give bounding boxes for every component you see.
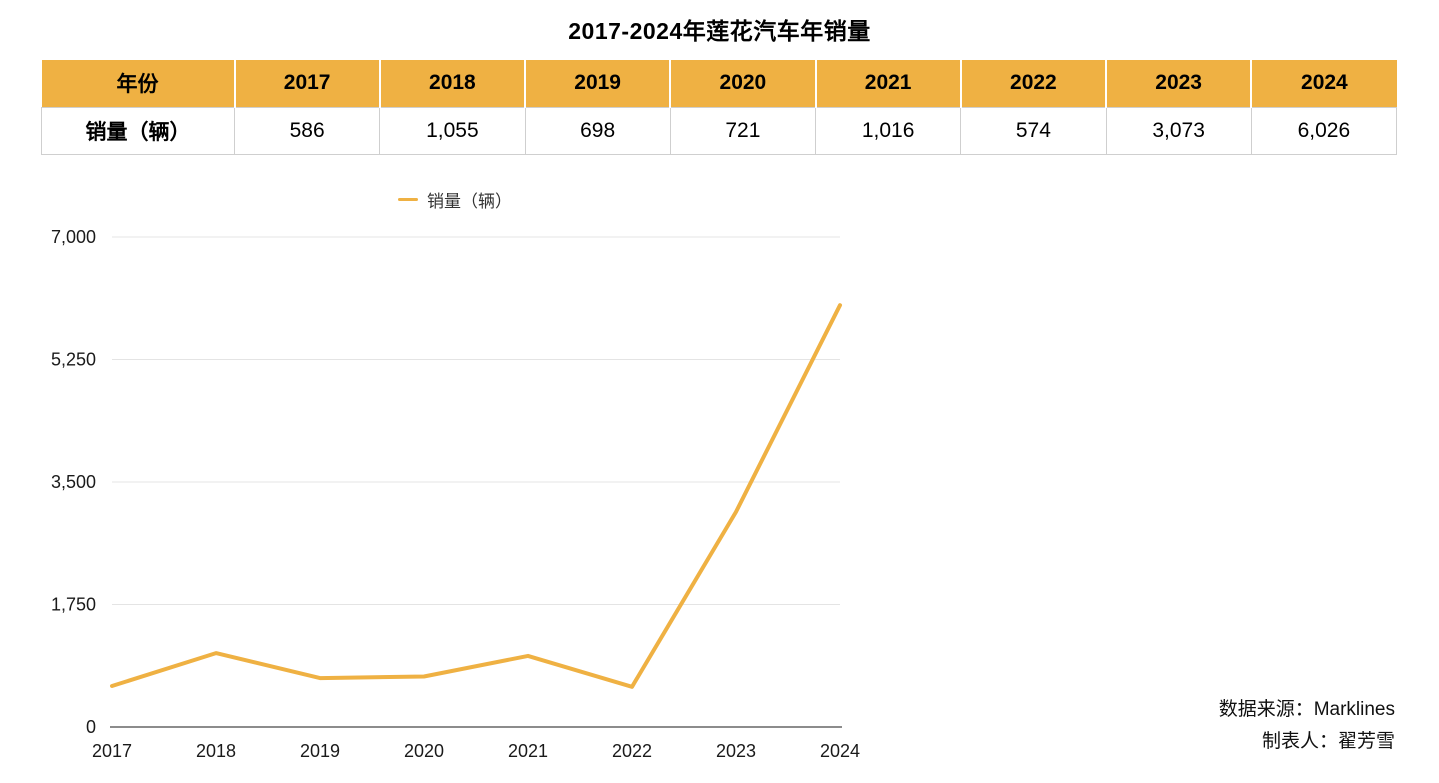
footer-credits: 数据来源：Marklines 制表人：翟芳雪 xyxy=(1219,694,1395,758)
x-tick-label: 2021 xyxy=(508,741,548,761)
x-tick-label: 2020 xyxy=(404,741,444,761)
sales-line xyxy=(110,303,842,689)
sales-row-label: 销量（辆） xyxy=(41,106,235,155)
sales-value-cell: 574 xyxy=(960,106,1107,155)
y-tick-label: 7,000 xyxy=(51,227,96,247)
year-header-label: 年份 xyxy=(41,60,236,107)
y-tick-label: 3,500 xyxy=(51,472,96,492)
sales-value-cell: 698 xyxy=(524,106,671,155)
year-header-cell: 2021 xyxy=(815,60,962,107)
year-header-cell: 2019 xyxy=(525,60,672,107)
legend-label: 销量（辆） xyxy=(427,192,512,211)
author-label: 制表人：翟芳雪 xyxy=(1261,731,1395,752)
y-tick-label: 1,750 xyxy=(51,595,96,615)
x-tick-label: 2019 xyxy=(300,741,340,761)
data-source-label: 数据来源：Marklines xyxy=(1218,699,1395,720)
x-tick-label: 2024 xyxy=(820,741,860,761)
year-header-cell: 2023 xyxy=(1106,60,1253,107)
legend-line-swatch xyxy=(398,198,418,201)
line-chart: 0 1,750 3,500 5,250 7,000 2017 2018 2019 2020 202… xyxy=(51,227,860,761)
sales-value-cell: 586 xyxy=(233,106,381,155)
sales-value-cell: 721 xyxy=(669,106,817,155)
sales-table: 年份 2017 2018 2019 2020 2021 2022 2023 20… xyxy=(41,60,1398,155)
year-header-cell: 2020 xyxy=(670,60,817,107)
year-header-cell: 2018 xyxy=(379,60,527,107)
year-header-cell: 2024 xyxy=(1251,60,1397,107)
table-header-row: 年份 2017 2018 2019 2020 2021 2022 2023 20… xyxy=(41,60,1397,107)
y-tick-label: 5,250 xyxy=(51,350,96,370)
sales-value-cell: 3,073 xyxy=(1105,106,1252,155)
year-header-cell: 2017 xyxy=(234,60,381,107)
sales-value-cell: 6,026 xyxy=(1250,106,1398,155)
x-tick-label: 2018 xyxy=(196,741,236,761)
table-data-row: 销量（辆） 586 1,055 698 721 1,016 574 3,073 … xyxy=(41,106,1398,155)
page-title: 2017-2024年莲花汽车年销量 xyxy=(568,18,871,44)
year-header-cell: 2022 xyxy=(960,60,1108,107)
y-tick-label: 0 xyxy=(86,717,96,737)
x-tick-label: 2017 xyxy=(92,741,132,761)
sales-value-cell: 1,016 xyxy=(814,106,962,155)
x-tick-label: 2022 xyxy=(612,741,652,761)
sales-value-cell: 1,055 xyxy=(379,106,526,155)
x-tick-label: 2023 xyxy=(716,741,756,761)
chart-legend: 销量（辆） xyxy=(398,187,512,212)
